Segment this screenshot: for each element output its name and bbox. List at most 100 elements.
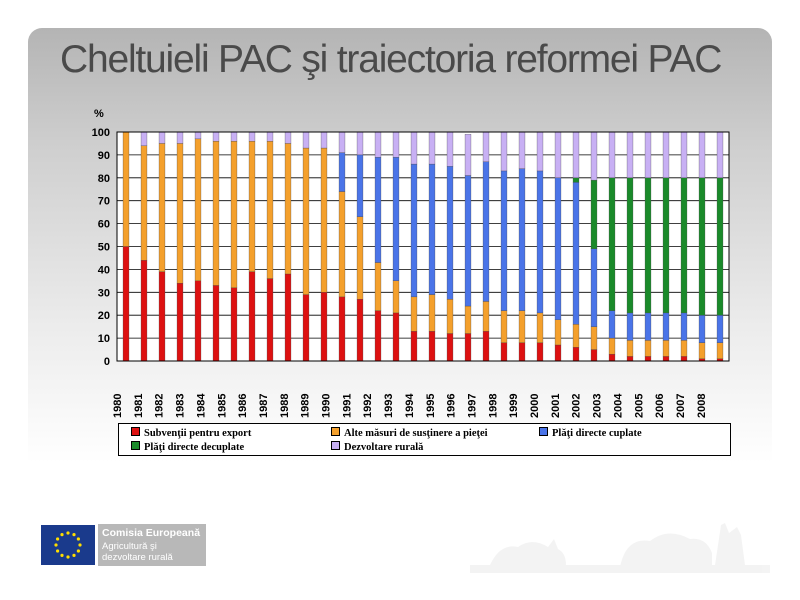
bar-segment (554, 131, 562, 178)
bar-segment (356, 299, 364, 362)
bar-segment (428, 294, 436, 332)
y-tick-label: 40 (98, 264, 110, 276)
x-tick-label: 2004 (612, 393, 624, 418)
x-axis-ticks: 1980 1981 1982 1983 1984 1985 1986 1987 1988 1989… (112, 393, 708, 418)
slide-title: Cheltuieli PAC şi traiectoria reformei P… (60, 38, 722, 81)
x-tick-label: 1992 (362, 394, 374, 418)
bar-segment (122, 131, 130, 247)
eu-commission-logo: Comisia Europeană Agricultură şi dezvolt… (40, 524, 206, 566)
x-tick-label: 1995 (425, 394, 437, 418)
bar-segment (500, 170, 508, 311)
logo-line-2: Agricultură şi (102, 541, 157, 552)
bars (122, 131, 724, 362)
bar-segment (590, 248, 598, 327)
bar-segment (248, 271, 256, 362)
bar-segment (500, 310, 508, 343)
bar-segment (464, 333, 472, 362)
bar-segment (266, 141, 274, 279)
bar-segment (554, 344, 562, 362)
bar-segment (446, 333, 454, 362)
y-axis-ticks: 0 10 20 30 40 50 60 70 80 90 100 (92, 127, 110, 368)
y-tick-label: 90 (98, 150, 110, 162)
bar-segment (626, 356, 634, 362)
bar-segment (464, 305, 472, 334)
bar-segment (338, 191, 346, 298)
x-tick-label: 1994 (404, 393, 416, 418)
bar-segment (482, 161, 490, 302)
bar-segment (374, 262, 382, 311)
logo-text-block: Comisia Europeană Agricultură şi dezvolt… (98, 524, 206, 566)
legend-item-rural-development: Dezvoltare rurală (331, 441, 423, 454)
bar-segment (626, 131, 634, 178)
bar-segment (338, 131, 346, 153)
star-icon (54, 543, 58, 547)
bar-segment (500, 131, 508, 172)
x-tick-label: 2007 (675, 394, 687, 418)
bar-segment (608, 353, 616, 362)
bar-segment (428, 131, 436, 165)
bar-segment (500, 342, 508, 362)
bar-segment (320, 131, 328, 149)
bar-segment (248, 131, 256, 142)
bar-segment (608, 337, 616, 355)
bar-segment (176, 143, 184, 284)
y-tick-label: 10 (98, 333, 110, 345)
x-tick-label: 1983 (175, 394, 187, 418)
bar-segment (158, 131, 166, 144)
x-tick-label: 1989 (300, 394, 312, 418)
bar-segment (662, 356, 670, 362)
x-tick-label: 1993 (383, 394, 395, 418)
bar-segment (140, 131, 148, 146)
x-tick-label: 1998 (487, 394, 499, 418)
y-tick-label: 20 (98, 310, 110, 322)
bar-segment (572, 324, 580, 348)
y-tick-label: 100 (92, 127, 110, 139)
bar-segment (662, 131, 670, 178)
bar-segment (320, 292, 328, 362)
bar-segment (284, 273, 292, 362)
bar-segment (392, 280, 400, 314)
bar-segment (230, 131, 238, 142)
bar-segment (194, 280, 202, 362)
bar-segment (428, 331, 436, 362)
bar-segment (194, 138, 202, 281)
bar-segment (608, 131, 616, 178)
logo-line-1: Comisia Europeană (102, 527, 201, 539)
bar-segment (158, 271, 166, 362)
bar-segment (374, 157, 382, 263)
bar-segment (392, 131, 400, 158)
bar-segment (662, 312, 670, 341)
bar-segment (266, 278, 274, 362)
x-tick-label: 1980 (112, 394, 124, 418)
star-icon (60, 533, 64, 537)
bar-segment (356, 131, 364, 156)
y-tick-label: 80 (98, 173, 110, 185)
bar-segment (230, 287, 238, 362)
bar-segment (518, 310, 526, 343)
bar-segment (698, 315, 706, 343)
bar-segment (518, 131, 526, 169)
bar-segment (536, 342, 544, 362)
bar-segment (122, 246, 130, 362)
bar-segment (374, 310, 382, 362)
bar-segment (320, 147, 328, 293)
bar-segment (410, 163, 418, 298)
x-tick-label: 1981 (133, 394, 145, 418)
x-tick-label: 1982 (154, 394, 166, 418)
farm-silhouette-decoration (470, 523, 770, 573)
bar-segment (518, 342, 526, 362)
x-tick-label: 1986 (237, 394, 249, 418)
bar-segment (590, 349, 598, 362)
bar-segment (392, 312, 400, 362)
x-tick-label: 1988 (279, 394, 291, 418)
y-tick-label: 30 (98, 287, 110, 299)
bar-segment (680, 312, 688, 341)
bar-segment (302, 147, 310, 295)
bar-segment (716, 315, 724, 343)
bar-segment (338, 152, 346, 192)
bar-segment (644, 131, 652, 178)
bar-segment (680, 131, 688, 178)
bar-segment (644, 356, 652, 362)
bar-segment (626, 340, 634, 357)
